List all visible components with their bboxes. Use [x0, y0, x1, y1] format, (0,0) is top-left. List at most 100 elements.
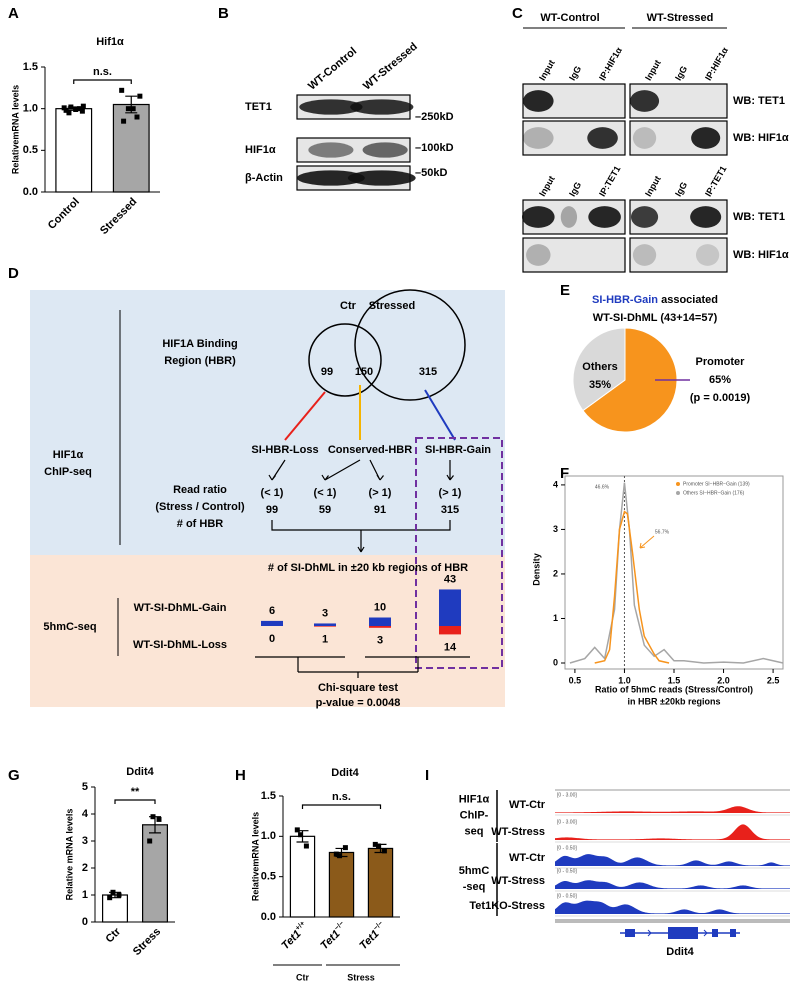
test-label: Chi-square test	[318, 682, 398, 694]
panel-letter: G	[8, 767, 20, 784]
band	[588, 206, 621, 228]
data-point	[121, 118, 127, 124]
y-tick-label: 0.5	[261, 871, 276, 883]
bar	[142, 824, 169, 923]
lane-label: WT-Control	[306, 45, 359, 92]
arrow	[446, 460, 454, 481]
track-signal	[555, 806, 790, 813]
y-tick-label: 4	[82, 808, 89, 820]
band	[632, 244, 657, 266]
p-value: (p = 0.0019)	[690, 392, 751, 404]
data-point	[294, 827, 300, 833]
data-point	[66, 110, 72, 116]
y-tick-label: 3	[553, 524, 558, 534]
x-tick-label: Ctr	[103, 925, 123, 945]
hbr-count: 315	[441, 504, 459, 516]
lane-label: Input	[643, 174, 663, 198]
x-tick-label: Tet1+/+	[279, 920, 311, 952]
data-point	[107, 895, 113, 901]
band	[299, 99, 363, 115]
data-point	[342, 845, 348, 851]
data-point	[134, 114, 140, 120]
chart-subtitle: WT-SI-DhML (43+14=57)	[593, 312, 718, 324]
gain-count: 43	[444, 573, 456, 585]
gain-bar	[369, 617, 391, 626]
y-tick-label: 0.5	[23, 144, 38, 156]
band	[695, 244, 720, 266]
x-tick-label: Tet1−/−	[357, 920, 389, 952]
data-point	[61, 105, 67, 111]
x-tick-label: 2.5	[767, 675, 780, 685]
merge-bracket	[271, 520, 451, 553]
title-highlight: SI-HBR-Gain	[592, 294, 658, 306]
y-axis-label: Relative mRNA levels	[64, 809, 74, 901]
group-label: HIF1α	[459, 793, 490, 805]
data-point	[68, 104, 74, 110]
y-tick-label: 1.0	[23, 103, 38, 115]
genotype: +/+	[295, 920, 307, 932]
track-label: WT-Stress	[491, 875, 545, 887]
loss-bar	[439, 626, 461, 635]
data-point	[150, 814, 156, 820]
y-tick-label: 0.0	[261, 911, 276, 923]
y-tick-label: 0	[82, 916, 88, 928]
legend-label: Others SI−HBR−Gain (176)	[683, 490, 744, 496]
band	[632, 127, 657, 149]
ratio-label: (Stress / Control)	[155, 501, 245, 513]
ratio-value: (< 1)	[261, 487, 284, 499]
exon	[712, 929, 718, 937]
y-tick-label: 1	[82, 889, 88, 901]
x-axis-label: Ratio of 5hmC reads (Stress/Control)	[595, 684, 753, 694]
group-label: -seq	[463, 881, 486, 893]
row-label: β-Actin	[245, 172, 283, 184]
size-marker: –100kD	[415, 142, 454, 154]
track-label: WT-Stress	[491, 826, 545, 838]
band	[350, 99, 414, 115]
y-tick-label: 1.5	[261, 790, 276, 802]
track-signal	[555, 880, 790, 889]
loss-count: 14	[444, 641, 457, 653]
significance-label: n.s.	[93, 66, 112, 78]
band	[630, 90, 660, 112]
lane-label: IP:HIF1α	[597, 45, 624, 82]
condition-label: WT-Control	[540, 12, 599, 24]
data-point	[116, 892, 122, 898]
arrow	[321, 459, 361, 481]
slice-value: 35%	[589, 379, 611, 391]
dhml-title: # of SI-DhML in ±20 kb regions of HBR	[268, 562, 468, 574]
track-signal	[555, 900, 790, 914]
panel-letter: H	[235, 767, 246, 784]
chart-title: Ddit4	[331, 767, 359, 779]
wb-label: WB: TET1	[733, 95, 785, 107]
lane-label: Input	[537, 174, 557, 198]
lane-label: IgG	[567, 180, 583, 198]
hbr-count: 59	[319, 504, 331, 516]
band	[297, 170, 365, 186]
lane-label: IP:TET1	[597, 164, 622, 198]
density-line	[594, 510, 670, 664]
venn-count: 99	[321, 366, 333, 378]
hbr-count: 99	[266, 504, 278, 516]
plot-frame	[564, 475, 784, 670]
data-point	[376, 843, 382, 849]
loss-bar	[314, 626, 336, 627]
gain-count: 6	[269, 605, 275, 617]
arrow	[369, 459, 384, 481]
venn-label: Stressed	[369, 300, 415, 312]
lane-label: IP:HIF1α	[703, 45, 730, 82]
ratio-value: (> 1)	[369, 487, 392, 499]
bar	[367, 847, 394, 918]
loss-count: 3	[377, 635, 383, 647]
group-label: Stress	[347, 972, 375, 982]
track-label: WT-Ctr	[509, 799, 546, 811]
track-scale: [0 - 0.50]	[557, 845, 577, 851]
band	[690, 206, 722, 228]
size-marker: –50kD	[415, 167, 447, 179]
pie-slice	[582, 327, 678, 433]
y-axis-label: RelativemRNA levels	[250, 812, 260, 901]
assay-label: 5hmC-seq	[43, 621, 96, 633]
x-tick-label: Stress	[131, 926, 163, 958]
data-point	[381, 848, 387, 854]
data-point	[333, 851, 339, 857]
lane-label: IP:TET1	[703, 164, 728, 198]
